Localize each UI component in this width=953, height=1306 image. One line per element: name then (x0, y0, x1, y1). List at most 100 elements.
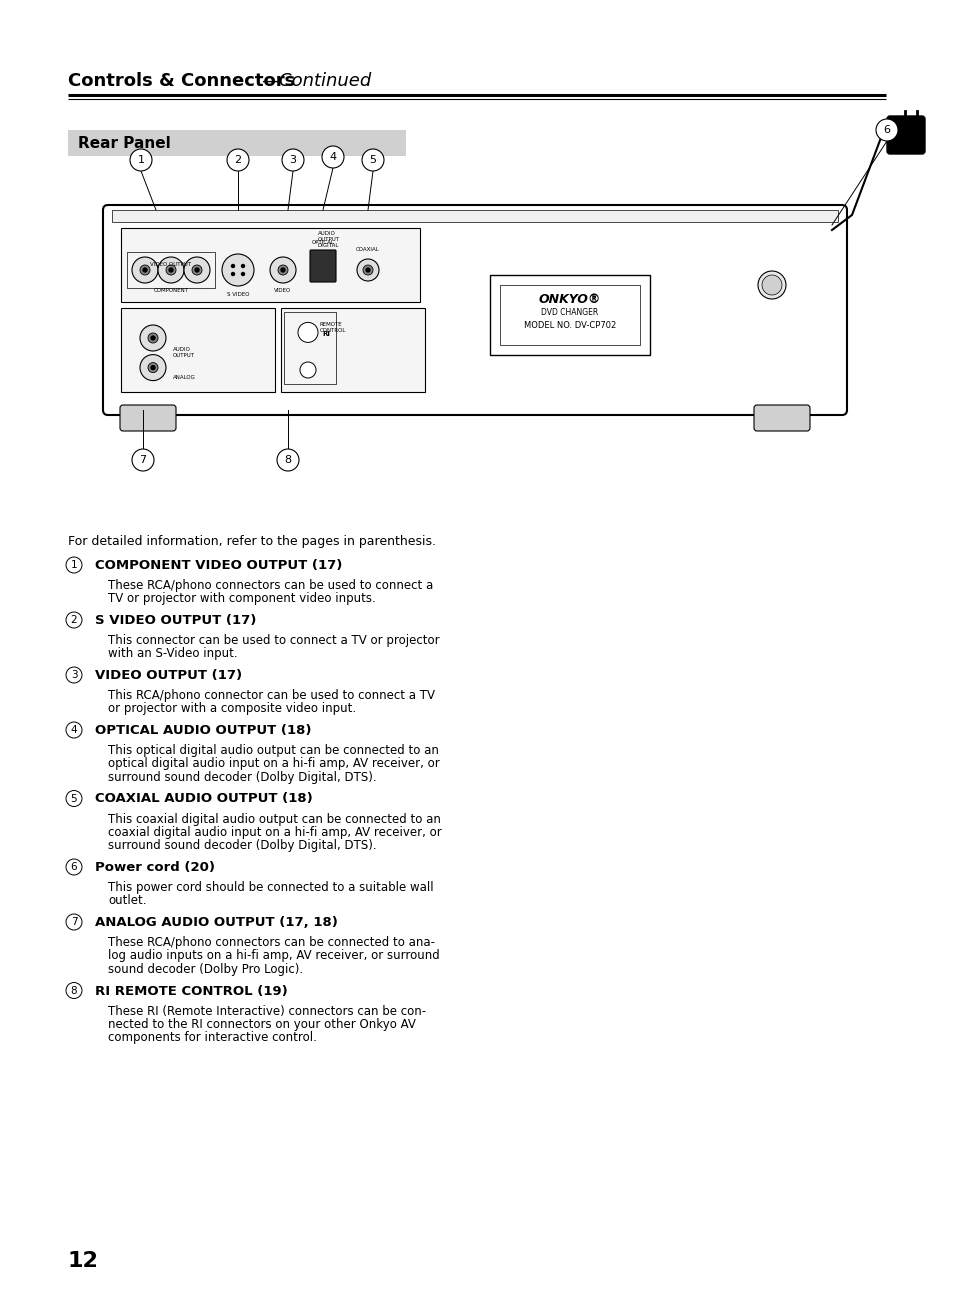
Circle shape (148, 363, 158, 372)
Text: with an S-Video input.: with an S-Video input. (108, 648, 237, 661)
Circle shape (192, 265, 202, 276)
Text: coaxial digital audio input on a hi-fi amp, AV receiver, or: coaxial digital audio input on a hi-fi a… (108, 825, 441, 838)
Circle shape (132, 449, 153, 471)
Text: 5: 5 (71, 794, 77, 803)
Text: This optical digital audio output can be connected to an: This optical digital audio output can be… (108, 744, 438, 757)
Text: 12: 12 (68, 1251, 99, 1271)
Text: 4: 4 (71, 725, 77, 735)
Circle shape (227, 149, 249, 171)
Text: COAXIAL AUDIO OUTPUT (18): COAXIAL AUDIO OUTPUT (18) (95, 793, 313, 806)
Text: DVD CHANGER: DVD CHANGER (540, 308, 598, 317)
Text: surround sound decoder (Dolby Digital, DTS).: surround sound decoder (Dolby Digital, D… (108, 771, 376, 784)
Text: AUDIO
OUTPUT: AUDIO OUTPUT (172, 347, 194, 358)
Text: nected to the RI connectors on your other Onkyo AV: nected to the RI connectors on your othe… (108, 1017, 416, 1030)
Circle shape (66, 667, 82, 683)
Circle shape (361, 149, 384, 171)
Text: OPTICAL AUDIO OUTPUT (18): OPTICAL AUDIO OUTPUT (18) (95, 724, 312, 737)
Circle shape (241, 273, 244, 276)
Text: 5: 5 (369, 155, 376, 165)
Text: 3: 3 (71, 670, 77, 680)
Text: 1: 1 (137, 155, 144, 165)
Text: COAXIAL: COAXIAL (355, 247, 379, 252)
Circle shape (151, 336, 154, 340)
Circle shape (140, 265, 150, 276)
Text: COMPONENT VIDEO OUTPUT (17): COMPONENT VIDEO OUTPUT (17) (95, 559, 342, 572)
FancyBboxPatch shape (886, 116, 924, 154)
Circle shape (158, 257, 184, 283)
Circle shape (232, 265, 234, 268)
Circle shape (222, 253, 253, 286)
Text: ONKYO®: ONKYO® (538, 294, 600, 307)
Circle shape (282, 149, 304, 171)
FancyBboxPatch shape (310, 249, 335, 282)
Text: These RI (Remote Interactive) connectors can be con-: These RI (Remote Interactive) connectors… (108, 1004, 426, 1017)
Text: 3: 3 (289, 155, 296, 165)
FancyBboxPatch shape (121, 308, 274, 392)
Circle shape (322, 146, 344, 168)
Circle shape (151, 366, 154, 370)
Text: ANALOG: ANALOG (172, 375, 195, 380)
Circle shape (148, 333, 158, 343)
Circle shape (66, 613, 82, 628)
Text: TV or projector with component video inputs.: TV or projector with component video inp… (108, 593, 375, 606)
Text: VIDEO: VIDEO (274, 289, 292, 293)
Text: 6: 6 (882, 125, 889, 135)
Text: 4: 4 (329, 151, 336, 162)
Text: ANALOG AUDIO OUTPUT (17, 18): ANALOG AUDIO OUTPUT (17, 18) (95, 916, 337, 929)
Text: 2: 2 (71, 615, 77, 626)
Text: These RCA/phono connectors can be used to connect a: These RCA/phono connectors can be used t… (108, 579, 433, 592)
Text: This power cord should be connected to a suitable wall: This power cord should be connected to a… (108, 882, 434, 895)
Circle shape (875, 119, 897, 141)
Text: 1: 1 (71, 560, 77, 569)
Text: 7: 7 (139, 454, 147, 465)
FancyBboxPatch shape (120, 405, 175, 431)
Circle shape (761, 276, 781, 295)
Text: This RCA/phono connector can be used to connect a TV: This RCA/phono connector can be used to … (108, 690, 435, 703)
Circle shape (299, 362, 315, 377)
Text: 6: 6 (71, 862, 77, 872)
Circle shape (140, 325, 166, 351)
FancyBboxPatch shape (499, 285, 639, 345)
Text: This coaxial digital audio output can be connected to an: This coaxial digital audio output can be… (108, 812, 440, 825)
Circle shape (66, 790, 82, 807)
Circle shape (276, 449, 298, 471)
Circle shape (140, 355, 166, 380)
FancyBboxPatch shape (103, 205, 846, 415)
Text: optical digital audio input on a hi-fi amp, AV receiver, or: optical digital audio input on a hi-fi a… (108, 757, 439, 771)
Circle shape (366, 268, 370, 272)
Text: outlet.: outlet. (108, 895, 147, 908)
Circle shape (166, 265, 175, 276)
Circle shape (66, 914, 82, 930)
Circle shape (297, 323, 317, 342)
Text: components for interactive control.: components for interactive control. (108, 1032, 316, 1045)
Circle shape (130, 149, 152, 171)
Text: RI REMOTE CONTROL (19): RI REMOTE CONTROL (19) (95, 985, 288, 998)
Circle shape (169, 268, 172, 272)
Text: Controls & Connectors: Controls & Connectors (68, 72, 294, 90)
Text: 2: 2 (234, 155, 241, 165)
Circle shape (758, 272, 785, 299)
FancyBboxPatch shape (281, 308, 424, 392)
Circle shape (143, 268, 147, 272)
Text: RI: RI (322, 332, 330, 337)
Text: For detailed information, refer to the pages in parenthesis.: For detailed information, refer to the p… (68, 535, 436, 549)
FancyBboxPatch shape (284, 312, 335, 384)
Text: Power cord (20): Power cord (20) (95, 861, 214, 874)
Circle shape (66, 722, 82, 738)
Circle shape (277, 265, 288, 276)
FancyBboxPatch shape (121, 229, 419, 302)
Circle shape (232, 273, 234, 276)
Text: Rear Panel: Rear Panel (78, 136, 171, 150)
Text: REMOTE
CONTROL: REMOTE CONTROL (319, 323, 346, 333)
Circle shape (281, 268, 285, 272)
FancyBboxPatch shape (68, 131, 406, 155)
Circle shape (66, 982, 82, 999)
Text: COMPONENT: COMPONENT (153, 289, 189, 293)
Text: log audio inputs on a hi-fi amp, AV receiver, or surround: log audio inputs on a hi-fi amp, AV rece… (108, 949, 439, 963)
Text: MODEL NO. DV-CP702: MODEL NO. DV-CP702 (523, 321, 616, 330)
Circle shape (270, 257, 295, 283)
FancyBboxPatch shape (112, 210, 837, 222)
FancyBboxPatch shape (490, 276, 649, 355)
Text: sound decoder (Dolby Pro Logic).: sound decoder (Dolby Pro Logic). (108, 963, 303, 976)
Text: S VIDEO OUTPUT (17): S VIDEO OUTPUT (17) (95, 614, 256, 627)
